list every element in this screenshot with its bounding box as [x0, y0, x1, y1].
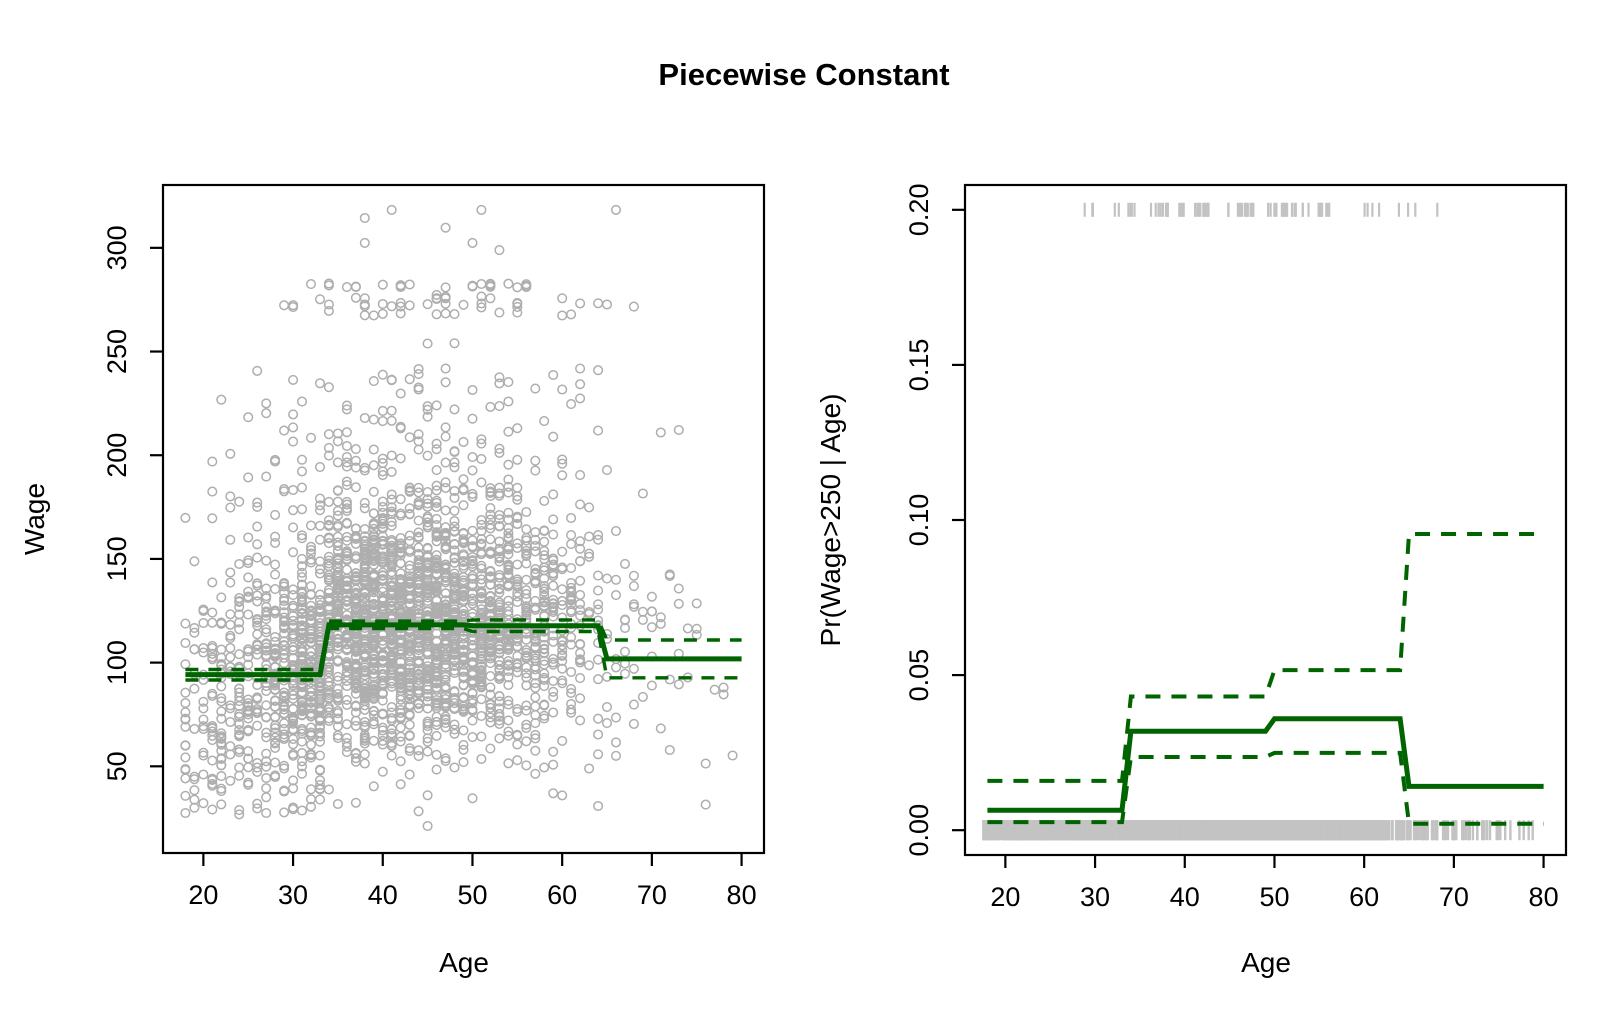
fit-line — [185, 622, 742, 678]
x-axis-tick-label: 50 — [1259, 882, 1289, 912]
y-axis-tick-label: 250 — [102, 329, 132, 374]
x-axis-tick-label: 30 — [278, 880, 308, 910]
y-axis-tick-label: 100 — [102, 640, 132, 685]
y-axis-tick-label: 50 — [102, 751, 132, 781]
left-x-axis-label: Age — [439, 947, 489, 978]
right-y-axis-label: Pr(Wage>250 | Age) — [815, 394, 846, 647]
right-panel-prob-vs-age: 20 30 40 50 60 70 80 0.00 0.05 0.10 0.15 0.20 — [904, 183, 1568, 912]
plot-box — [963, 183, 1568, 857]
x-axis-tick-label: 60 — [1349, 882, 1379, 912]
y-axis-tick-label: 200 — [102, 433, 132, 478]
y-axis-tick-label: 0.20 — [904, 184, 934, 237]
x-axis-tick-label: 60 — [547, 880, 577, 910]
left-y-axis-label: Wage — [19, 483, 50, 555]
left-panel-wage-vs-age: 20 30 40 50 60 70 80 50 100 150 200 250 300 — [102, 183, 766, 910]
x-axis-tick-label: 50 — [457, 880, 487, 910]
x-axis-tick-label: 80 — [727, 880, 757, 910]
y-axis-tick-label: 0.10 — [904, 494, 934, 547]
scatter-points — [180, 204, 738, 832]
y-axis-tick-label: 0.05 — [904, 649, 934, 702]
y-axis-tick-label: 0.00 — [904, 804, 934, 857]
x-axis-tick-label: 70 — [637, 880, 667, 910]
y-axis-tick-label: 0.15 — [904, 339, 934, 392]
bottom-rug — [982, 820, 1534, 841]
axes: 20 30 40 50 60 70 80 0.00 0.05 0.10 0.15 0.20 — [904, 183, 1568, 912]
x-axis-tick-label: 40 — [368, 880, 398, 910]
fit-upper-band — [987, 532, 1544, 783]
x-axis-tick-label: 70 — [1439, 882, 1469, 912]
top-rug — [1083, 202, 1439, 217]
y-axis-tick-label: 300 — [102, 225, 132, 270]
x-axis-tick-label: 40 — [1170, 882, 1200, 912]
y-axis-tick-label: 150 — [102, 536, 132, 581]
fit-line — [987, 716, 1544, 813]
x-axis-tick-label: 80 — [1529, 882, 1559, 912]
plot-box — [161, 183, 766, 855]
x-axis-tick-label: 20 — [188, 880, 218, 910]
axes: 20 30 40 50 60 70 80 50 100 150 200 250 300 — [102, 183, 766, 910]
x-axis-tick-label: 20 — [990, 882, 1020, 912]
figure-title: Piecewise Constant — [658, 57, 949, 92]
fit-lower-band — [987, 750, 1544, 826]
right-x-axis-label: Age — [1241, 947, 1291, 978]
x-axis-tick-label: 30 — [1080, 882, 1110, 912]
